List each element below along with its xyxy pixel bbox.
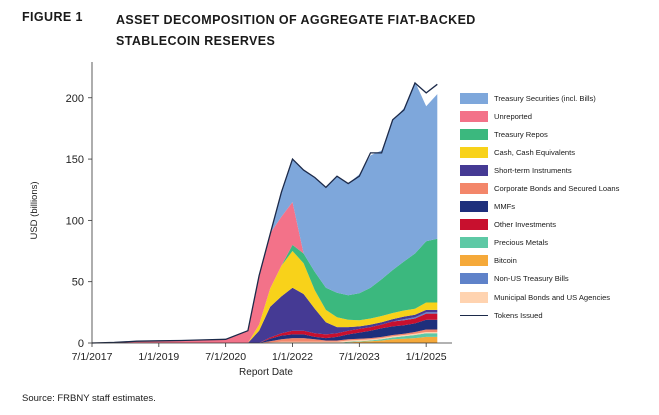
legend-line-swatch — [460, 314, 488, 316]
legend-item: Short-term Instruments — [460, 161, 655, 179]
tokens-issued-line — [91, 81, 438, 344]
area-treasury-repos — [92, 238, 438, 343]
legend-label: Municipal Bonds and US Agencies — [494, 292, 611, 302]
y-axis-label: USD (billions) — [29, 181, 40, 239]
legend-item: Unreported — [460, 107, 655, 125]
area-cash-cash-equivalents — [92, 251, 438, 343]
legend-swatch — [460, 201, 488, 213]
y-tick-label: 50 — [72, 277, 84, 289]
legend-swatch — [460, 183, 488, 195]
source-note: Source: FRBNY staff estimates. — [22, 393, 156, 404]
y-tick-label: 0 — [78, 338, 84, 350]
area-unreported — [92, 202, 438, 343]
area-other-investments — [92, 313, 438, 343]
legend-swatch — [460, 255, 488, 267]
legend-label: Precious Metals — [494, 238, 549, 248]
legend-label: Treasury Securities (incl. Bills) — [494, 93, 596, 103]
legend-item: Precious Metals — [460, 234, 655, 252]
y-tick-label: 100 — [66, 215, 84, 227]
y-tick-label: 200 — [66, 93, 84, 105]
legend-label: Tokens Issued — [494, 310, 543, 320]
area-mmfs — [92, 319, 438, 343]
legend-swatch — [460, 273, 488, 285]
y-tick-label: 150 — [66, 154, 84, 166]
legend-label: Treasury Repos — [494, 129, 548, 139]
legend-label: Other Investments — [494, 220, 557, 230]
legend-item: Treasury Securities (incl. Bills) — [460, 89, 655, 107]
area-corporate-bonds-and-secured-loans — [92, 329, 438, 343]
area-bitcoin — [92, 336, 438, 343]
x-tick-label: 7/1/2017 — [72, 351, 113, 363]
legend-swatch — [460, 92, 488, 104]
legend-item: Other Investments — [460, 216, 655, 234]
legend-label: Non-US Treasury Bills — [494, 274, 569, 284]
legend-label: Short-term Instruments — [494, 165, 572, 175]
legend-swatch — [460, 110, 488, 122]
legend-swatch — [460, 237, 488, 249]
legend-swatch — [460, 219, 488, 231]
legend-swatch — [460, 291, 488, 303]
legend-item: MMFs — [460, 198, 655, 216]
legend-item: Non-US Treasury Bills — [460, 270, 655, 288]
x-tick-label: 1/1/2019 — [138, 351, 179, 363]
legend-swatch — [460, 146, 488, 158]
x-axis-label: Report Date — [239, 367, 293, 378]
area-short-term-instruments — [92, 287, 438, 343]
legend-item: Bitcoin — [460, 252, 655, 270]
legend-swatch — [460, 128, 488, 140]
legend-label: MMFs — [494, 202, 516, 212]
legend-item: Cash, Cash Equivalents — [460, 143, 655, 161]
x-tick-label: 1/1/2025 — [406, 351, 447, 363]
x-tick-label: 7/1/2020 — [205, 351, 246, 363]
legend-label: Bitcoin — [494, 256, 517, 266]
area-treasury-securities-incl-bills — [92, 81, 438, 344]
legend-swatch — [460, 164, 488, 176]
legend-label: Corporate Bonds and Secured Loans — [494, 184, 620, 194]
legend-item: Corporate Bonds and Secured Loans — [460, 179, 655, 197]
legend-item: Municipal Bonds and US Agencies — [460, 288, 655, 306]
figure-label: FIGURE 1 — [22, 10, 83, 24]
legend-item: Treasury Repos — [460, 125, 655, 143]
legend-label: Cash, Cash Equivalents — [494, 147, 576, 157]
legend-label: Unreported — [494, 111, 532, 121]
x-tick-label: 1/1/2022 — [272, 351, 313, 363]
chart-legend: Treasury Securities (incl. Bills) Unrepor… — [460, 89, 655, 324]
figure-title: ASSET DECOMPOSITION OF AGGREGATE FIAT-BA… — [116, 13, 476, 48]
x-tick-label: 7/1/2023 — [339, 351, 380, 363]
legend-item: Tokens Issued — [460, 306, 655, 324]
